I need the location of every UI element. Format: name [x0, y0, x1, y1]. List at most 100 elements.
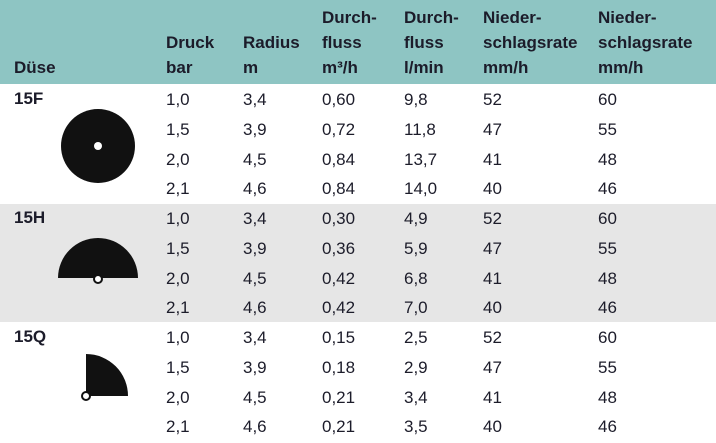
cell: 48	[598, 387, 617, 407]
cell: 0,42	[322, 268, 356, 288]
cell: 3,4	[243, 328, 267, 347]
cell: 3,9	[243, 119, 267, 139]
header-text: m³/h	[322, 58, 358, 77]
cell: 3,9	[243, 238, 267, 258]
cell: 55	[598, 357, 617, 377]
cell: 0,15	[322, 328, 356, 347]
cell: 11,8	[404, 119, 436, 139]
cell: 0,36	[322, 238, 356, 258]
cell: 4,5	[243, 268, 267, 288]
nozzle-name: 15Q	[14, 327, 47, 346]
cell: 0,60	[322, 90, 356, 109]
cell: 9,8	[404, 90, 428, 109]
header-band	[0, 0, 716, 84]
cell: 0,42	[322, 298, 356, 318]
cell: 60	[598, 209, 617, 228]
nozzle-name: 15F	[14, 89, 44, 108]
cell: 2,0	[166, 387, 190, 407]
cell: 4,5	[243, 149, 267, 169]
cell: 3,4	[243, 209, 267, 228]
cell: 40	[483, 179, 502, 199]
cell: 0,84	[322, 149, 356, 169]
cell: 1,5	[166, 238, 190, 258]
cell: 47	[483, 119, 502, 139]
header-text: Düse	[14, 58, 56, 77]
cell: 2,0	[166, 149, 190, 169]
cell: 3,4	[404, 387, 428, 407]
cell: 3,9	[243, 357, 267, 377]
cell: 2,1	[166, 179, 190, 199]
cell: 1,5	[166, 119, 190, 139]
cell: 60	[598, 90, 617, 109]
cell: 2,5	[404, 328, 428, 347]
cell: 1,5	[166, 357, 190, 377]
cell: 4,9	[404, 209, 428, 228]
cell: 13,7	[404, 149, 438, 169]
cell: 48	[598, 149, 617, 169]
header-text: l/min	[404, 58, 444, 77]
cell: 0,21	[322, 387, 356, 407]
half-circle-icon	[58, 238, 138, 278]
header-text: mm/h	[483, 58, 529, 77]
cell: 4,6	[243, 298, 267, 318]
cell: 52	[483, 328, 502, 347]
header-text: Durch-	[322, 8, 377, 27]
cell: 41	[483, 387, 502, 407]
cell: 6,8	[404, 268, 428, 288]
header-text: Druck	[166, 33, 215, 52]
cell: 14,0	[404, 179, 438, 199]
header-text: m	[243, 58, 259, 77]
header-text: mm/h	[598, 58, 644, 77]
nozzle-name: 15H	[14, 208, 46, 227]
cell: 55	[598, 238, 617, 258]
cell: 4,5	[243, 387, 267, 407]
cell: 46	[598, 179, 617, 199]
header-text: Radius	[243, 33, 300, 52]
header-text: schlagsrate	[483, 33, 578, 52]
cell: 0,21	[322, 417, 356, 437]
icon-center	[81, 391, 91, 401]
cell: 4,6	[243, 417, 267, 437]
icon-center	[93, 274, 103, 284]
header-text: bar	[166, 58, 193, 77]
cell: 3,4	[243, 90, 267, 109]
header-text: fluss	[322, 33, 362, 52]
cell: 7,0	[404, 298, 428, 318]
header-text: Nieder-	[483, 8, 542, 27]
cell: 41	[483, 149, 502, 169]
cell: 48	[598, 268, 617, 288]
cell: 47	[483, 357, 502, 377]
cell: 0,72	[322, 119, 356, 139]
cell: 40	[483, 417, 502, 437]
cell: 52	[483, 90, 502, 109]
header-text: Durch-	[404, 8, 459, 27]
cell: 40	[483, 298, 502, 318]
cell: 2,1	[166, 417, 190, 437]
icon-center	[94, 142, 102, 150]
cell: 1,0	[166, 90, 190, 109]
cell: 2,1	[166, 298, 190, 318]
cell: 0,30	[322, 209, 356, 228]
cell: 1,0	[166, 209, 190, 228]
header-text: Nieder-	[598, 8, 657, 27]
cell: 3,5	[404, 417, 428, 437]
cell: 46	[598, 417, 617, 437]
cell: 46	[598, 298, 617, 318]
cell: 52	[483, 209, 502, 228]
cell: 41	[483, 268, 502, 288]
cell: 0,18	[322, 357, 356, 377]
quarter-circle-icon	[86, 354, 128, 396]
header-text: fluss	[404, 33, 444, 52]
cell: 55	[598, 119, 617, 139]
cell: 2,9	[404, 357, 428, 377]
cell: 60	[598, 328, 617, 347]
header-text: schlagsrate	[598, 33, 693, 52]
cell: 0,84	[322, 179, 356, 199]
cell: 2,0	[166, 268, 190, 288]
cell: 4,6	[243, 179, 267, 199]
cell: 1,0	[166, 328, 190, 347]
cell: 47	[483, 238, 502, 258]
cell: 5,9	[404, 238, 428, 258]
